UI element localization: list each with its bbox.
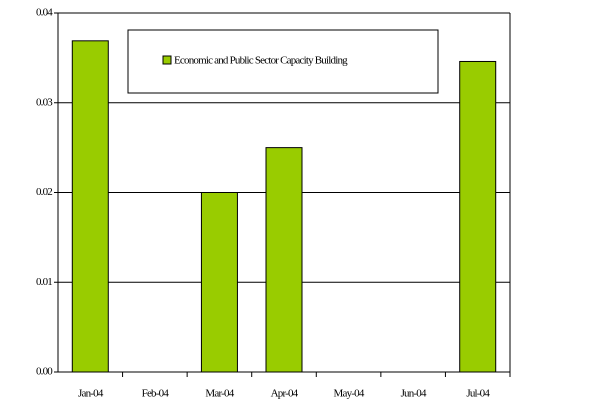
x-tick-label: Apr-04 <box>271 388 299 400</box>
x-tick-label: Jan-04 <box>78 388 104 400</box>
y-tick-label: 0.02 <box>36 186 52 198</box>
bar <box>265 147 303 373</box>
x-tick-label: Jul-04 <box>466 388 490 400</box>
bar <box>200 192 238 373</box>
y-tick-label: 0.01 <box>36 276 52 288</box>
x-tick-label: Mar-04 <box>205 388 234 400</box>
x-tick-label: Feb-04 <box>142 388 170 400</box>
y-tick-label: 0.03 <box>36 96 53 108</box>
bar <box>71 40 109 373</box>
legend-label: Economic and Public Sector Capacity Buil… <box>174 55 348 67</box>
x-tick-label: May-04 <box>334 388 365 400</box>
legend-box <box>127 29 439 94</box>
y-tick-label: 0.04 <box>36 7 53 19</box>
legend-swatch <box>162 55 172 65</box>
y-tick-label: 0.00 <box>36 366 53 378</box>
bar <box>459 60 497 373</box>
x-tick-label: Jun-04 <box>401 388 427 400</box>
